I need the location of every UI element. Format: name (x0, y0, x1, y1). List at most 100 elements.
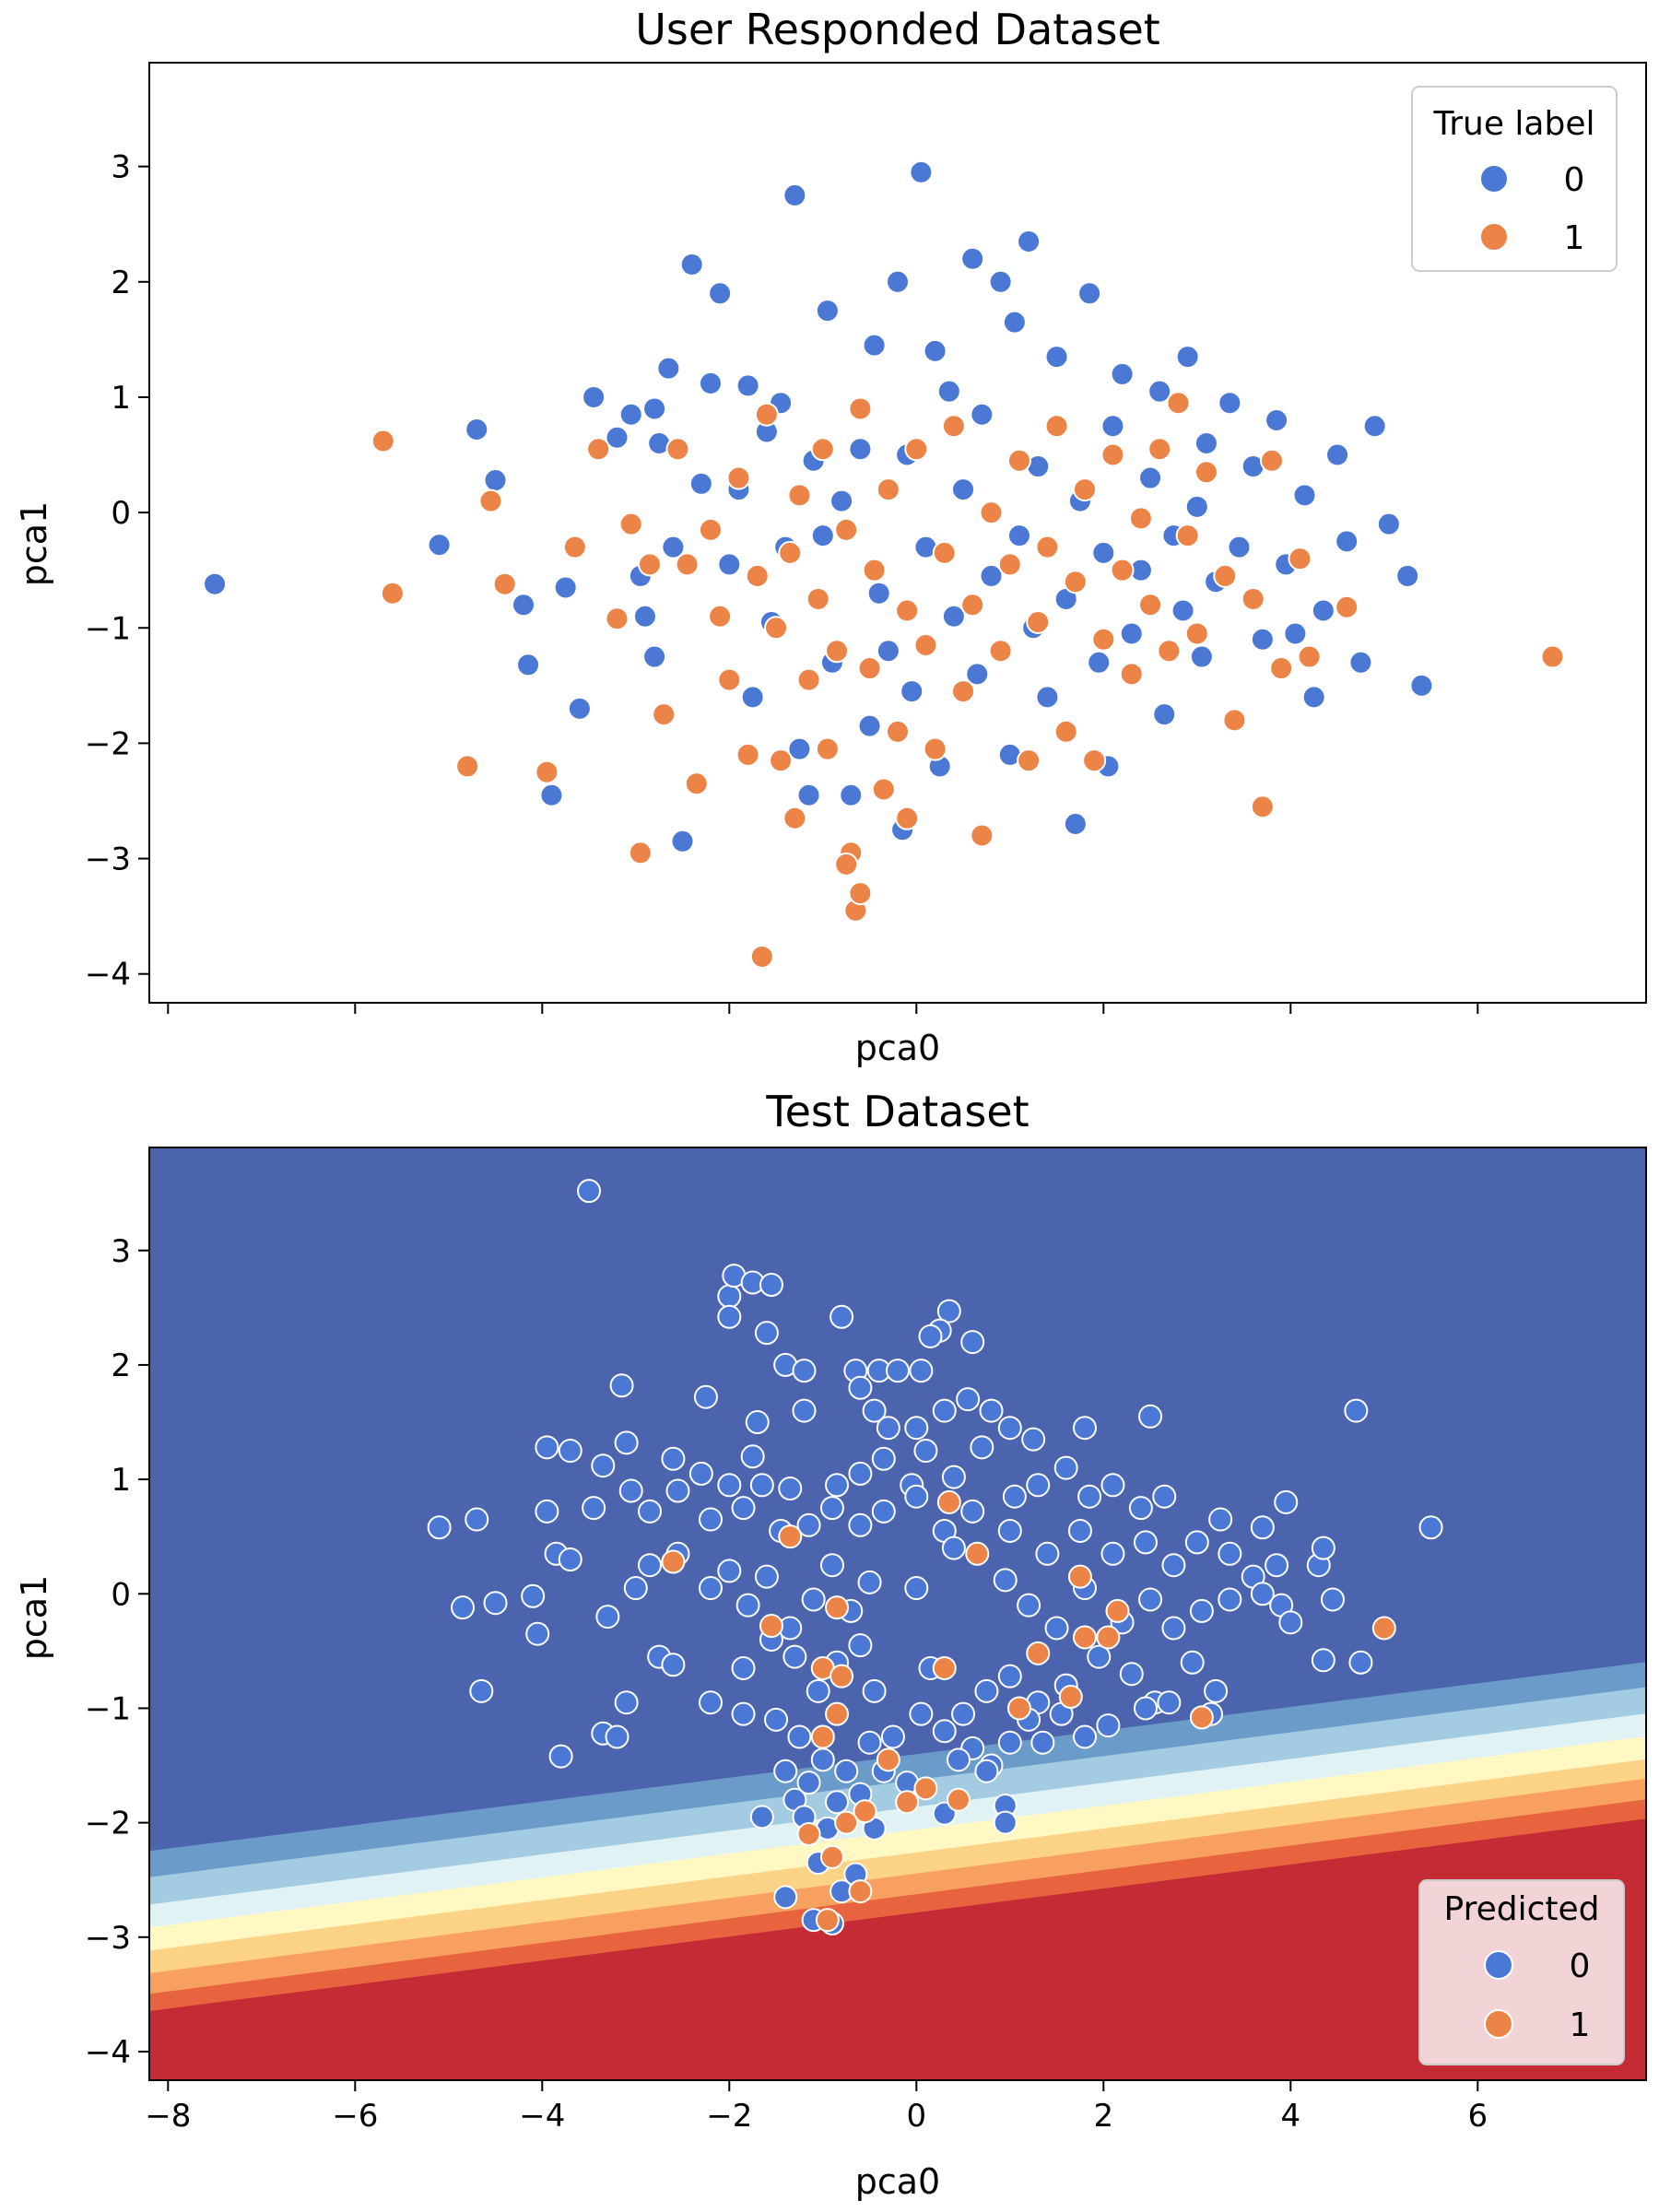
data-point-class-0 (997, 1730, 1022, 1755)
data-point-class-0 (857, 1570, 882, 1594)
data-point-class-0 (806, 1678, 830, 1703)
data-point-class-1 (1222, 708, 1247, 733)
data-point-class-0 (1325, 442, 1350, 467)
data-point-class-0 (1133, 1530, 1158, 1555)
data-point-class-0 (1311, 598, 1335, 623)
y-axis-ticks: 3 2 1 0 −1 −2 −3 −4 (85, 1233, 149, 2071)
data-point-class-0 (577, 1179, 602, 1204)
data-point-class-1 (825, 639, 850, 664)
data-point-class-1 (825, 1701, 850, 1726)
data-point-class-0 (880, 1724, 905, 1749)
data-point-class-0 (638, 1499, 663, 1524)
data-point-class-1 (735, 742, 760, 767)
data-point-class-1 (1073, 477, 1097, 502)
data-point-class-0 (810, 524, 835, 548)
data-point-class-0 (1100, 1473, 1125, 1498)
data-point-class-0 (717, 1473, 742, 1498)
data-point-class-0 (951, 477, 976, 502)
data-point-class-0 (819, 1553, 844, 1578)
data-point-class-0 (605, 1724, 629, 1749)
data-point-class-0 (717, 1304, 742, 1329)
data-point-class-0 (1218, 391, 1242, 416)
data-point-class-0 (1335, 529, 1359, 554)
data-point-class-0 (1362, 414, 1387, 439)
data-point-class-0 (614, 1430, 639, 1455)
data-point-class-0 (754, 1321, 779, 1346)
data-point-class-0 (773, 1759, 798, 1783)
data-point-class-0 (731, 1701, 756, 1726)
data-point-class-1 (1194, 460, 1218, 485)
data-point-class-0 (815, 299, 840, 324)
data-point-class-0 (665, 1478, 690, 1503)
data-point-class-0 (1077, 1484, 1102, 1509)
data-point-class-1 (904, 437, 929, 462)
y-tick-label: −3 (85, 1920, 131, 1957)
data-point-class-1 (605, 606, 629, 631)
data-point-class-0 (539, 782, 564, 807)
data-point-class-1 (769, 748, 794, 773)
x-axis-ticks: −8 −6 −4 −2 0 2 4 6 (145, 2080, 1488, 2135)
data-point-class-1 (778, 1524, 803, 1549)
data-point-class-1 (562, 535, 587, 559)
data-point-class-1 (1250, 794, 1275, 819)
data-point-class-1 (834, 1810, 859, 1835)
data-point-class-1 (862, 558, 887, 582)
data-point-class-1 (1096, 1625, 1121, 1650)
data-point-class-0 (759, 1273, 783, 1298)
data-point-class-1 (699, 517, 723, 542)
data-point-class-1 (815, 736, 840, 761)
data-point-class-0 (1161, 1616, 1186, 1641)
data-point-class-0 (745, 1410, 770, 1435)
legend: Predicted 0 1 (1418, 1879, 1625, 2065)
data-point-class-0 (782, 182, 807, 207)
data-point-class-1 (618, 512, 643, 536)
data-point-class-0 (717, 552, 742, 577)
data-point-class-1 (965, 1541, 990, 1566)
x-axis-ticks (167, 1003, 1479, 1014)
data-point-class-1 (1100, 442, 1125, 467)
data-point-class-0 (1073, 1416, 1097, 1441)
data-point-class-0 (483, 1591, 508, 1616)
data-point-class-0 (1035, 1541, 1060, 1566)
data-point-class-0 (900, 679, 924, 704)
data-point-class-0 (1067, 1518, 1092, 1543)
y-tick-label: 3 (111, 149, 131, 186)
data-point-class-1 (834, 517, 859, 542)
y-tick-label: −4 (85, 2034, 131, 2071)
data-point-class-0 (1274, 1489, 1299, 1514)
data-point-class-0 (717, 1284, 742, 1309)
data-point-class-1 (979, 500, 1004, 525)
data-point-class-1 (936, 1489, 961, 1514)
data-point-class-1 (684, 771, 709, 796)
panel-test-dataset: Test Dataset pca0 pca1 3 2 1 0 −1 −2 −3 −4 −8 −6… (14, 1087, 1647, 2202)
legend-marker-1 (1484, 2009, 1513, 2039)
data-point-class-1 (951, 679, 976, 704)
data-point-class-0 (1376, 512, 1401, 536)
data-point-class-0 (699, 1576, 723, 1601)
data-point-class-0 (1320, 1587, 1345, 1612)
data-point-class-1 (1213, 563, 1238, 588)
data-point-class-0 (623, 1576, 648, 1601)
data-point-class-1 (810, 1724, 835, 1749)
data-point-class-0 (1087, 1644, 1112, 1669)
data-point-class-0 (699, 1507, 723, 1532)
data-point-class-0 (749, 1805, 774, 1830)
data-point-class-0 (525, 1621, 550, 1646)
x-tick-label: 2 (1093, 2098, 1113, 2135)
data-point-class-0 (582, 384, 606, 409)
data-point-class-0 (1348, 650, 1373, 675)
data-point-class-0 (605, 425, 629, 450)
data-point-class-0 (735, 373, 760, 398)
data-point-class-1 (535, 759, 559, 784)
data-point-class-1 (895, 598, 920, 623)
data-point-class-1 (1138, 593, 1163, 618)
data-point-class-0 (764, 1707, 789, 1732)
data-point-class-1 (941, 414, 966, 439)
data-point-class-0 (688, 1461, 713, 1486)
data-point-class-0 (735, 1593, 760, 1618)
data-point-class-1 (819, 1844, 844, 1869)
data-point-class-0 (754, 1564, 779, 1589)
data-point-class-1 (1297, 644, 1322, 669)
data-point-class-1 (478, 488, 503, 513)
data-point-class-0 (1091, 540, 1116, 565)
